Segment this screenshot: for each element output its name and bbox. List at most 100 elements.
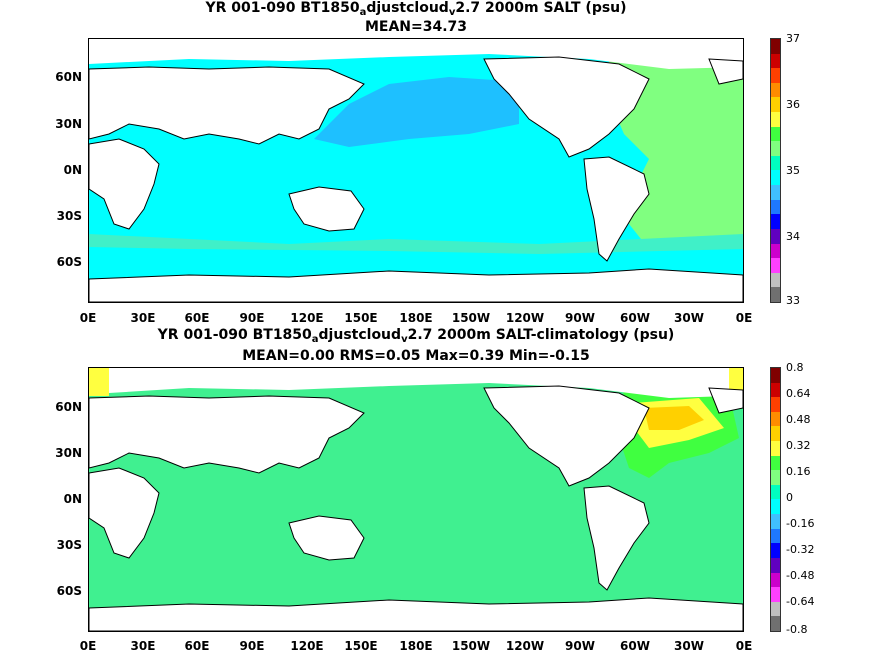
p2-xtick-0e-end: 0E	[735, 639, 753, 653]
colorbar-swatch	[771, 601, 780, 617]
africa	[89, 138, 160, 230]
north-america	[483, 56, 650, 158]
colorbar-swatch	[771, 426, 780, 442]
panel1-colorbar	[770, 38, 781, 303]
colorbar-swatch	[771, 557, 780, 573]
p1-ytick-60n: 60N	[55, 70, 82, 84]
colorbar-swatch	[771, 411, 780, 427]
colorbar-swatch	[771, 155, 780, 171]
panel1-map-svg	[89, 39, 743, 302]
panel2-colorbar	[770, 367, 781, 632]
p2-cbar-label-10: -0.8	[786, 623, 808, 636]
north-pacific-region	[314, 77, 519, 147]
colorbar-swatch	[771, 97, 780, 113]
p2-ytick-30s: 30S	[56, 538, 82, 552]
arctic-land	[89, 39, 743, 69]
p2-xtick-90e: 90E	[239, 639, 265, 653]
colorbar-swatch	[771, 112, 780, 127]
europe-west-edge	[708, 387, 743, 414]
p2-ytick-60s: 60S	[56, 584, 82, 598]
p2-cbar-label-2: 0.48	[786, 413, 811, 426]
p2-cbar-label-0: 0.8	[786, 361, 804, 374]
p2-cbar-label-5: 0	[786, 491, 793, 504]
p1-cbar-label-33: 33	[786, 294, 800, 307]
p1-xtick-90w: 90W	[565, 311, 595, 325]
colorbar-swatch	[771, 616, 780, 631]
p1-xtick-90e: 90E	[239, 311, 265, 325]
colorbar-swatch	[771, 126, 780, 142]
colorbar-swatch	[771, 455, 780, 471]
south-america	[583, 156, 650, 262]
p2-xtick-60w: 60W	[620, 639, 650, 653]
p1-xtick-30w: 30W	[674, 311, 704, 325]
atlantic-very-high	[644, 406, 704, 430]
colorbar-swatch	[771, 514, 780, 529]
p2-xtick-60e: 60E	[184, 639, 210, 653]
eurasia	[89, 395, 365, 474]
colorbar-swatch	[771, 470, 780, 485]
p2-ytick-30n: 30N	[55, 446, 82, 460]
p2-cbar-label-3: 0.32	[786, 439, 811, 452]
p1-ytick-0n: 0N	[63, 163, 82, 177]
antarctica	[89, 597, 743, 631]
p1-ytick-30s: 30S	[56, 209, 82, 223]
p1-xtick-60w: 60W	[620, 311, 650, 325]
p1-cbar-label-34: 34	[786, 230, 800, 243]
p2-cbar-label-6: -0.16	[786, 517, 815, 530]
antarctica	[89, 268, 743, 302]
panel1-map	[88, 38, 744, 303]
p2-cbar-label-7: -0.32	[786, 543, 815, 556]
colorbar-swatch	[771, 68, 780, 83]
australia	[288, 186, 365, 232]
p2-xtick-90w: 90W	[565, 639, 595, 653]
colorbar-swatch	[771, 397, 780, 412]
europe-west-edge	[708, 58, 743, 85]
p1-xtick-0e: 0E	[79, 311, 97, 325]
p1-xtick-0e-end: 0E	[735, 311, 753, 325]
p1-xtick-150w: 150W	[451, 311, 491, 325]
colorbar-swatch	[771, 287, 780, 302]
north-america	[483, 385, 650, 487]
p2-cbar-label-1: 0.64	[786, 387, 811, 400]
colorbar-swatch	[771, 484, 780, 500]
colorbar-swatch	[771, 214, 780, 229]
colorbar-swatch	[771, 39, 780, 54]
colorbar-swatch	[771, 368, 780, 383]
arctic-left-anomaly	[89, 368, 109, 396]
arctic-land	[109, 368, 729, 398]
eurasia	[89, 66, 365, 145]
p1-cbar-label-36: 36	[786, 98, 800, 111]
p2-xtick-30w: 30W	[674, 639, 704, 653]
p2-xtick-150w: 150W	[451, 639, 491, 653]
south-america	[583, 485, 650, 591]
p2-ytick-60n: 60N	[55, 400, 82, 414]
colorbar-swatch	[771, 272, 780, 288]
p1-cbar-label-37: 37	[786, 32, 800, 45]
colorbar-swatch	[771, 243, 780, 259]
colorbar-swatch	[771, 587, 780, 602]
p1-xtick-30e: 30E	[130, 311, 156, 325]
colorbar-swatch	[771, 382, 780, 398]
p2-xtick-120w: 120W	[505, 639, 545, 653]
colorbar-swatch	[771, 141, 780, 156]
p1-xtick-120w: 120W	[505, 311, 545, 325]
colorbar-swatch	[771, 543, 780, 558]
panel1-title: YR 001-090 BT1850adjustcloudv2.7 2000m S…	[205, 0, 627, 18]
panel2-subtitle: MEAN=0.00 RMS=0.05 Max=0.39 Min=-0.15	[242, 348, 590, 364]
colorbar-swatch	[771, 499, 780, 515]
panel2-map	[88, 367, 744, 632]
colorbar-swatch	[771, 441, 780, 456]
p1-cbar-label-35: 35	[786, 164, 800, 177]
colorbar-swatch	[771, 53, 780, 69]
australia	[288, 515, 365, 561]
p1-xtick-150e: 150E	[344, 311, 378, 325]
p2-xtick-180e: 180E	[399, 639, 433, 653]
p2-cbar-label-8: -0.48	[786, 569, 815, 582]
p1-ytick-30n: 30N	[55, 117, 82, 131]
p1-xtick-60e: 60E	[184, 311, 210, 325]
panel2-map-svg	[89, 368, 743, 631]
colorbar-swatch	[771, 528, 780, 544]
southern-band	[89, 234, 743, 254]
panel2-title: YR 001-090 BT1850adjustcloudv2.7 2000m S…	[157, 327, 675, 345]
p2-xtick-0e: 0E	[79, 639, 97, 653]
